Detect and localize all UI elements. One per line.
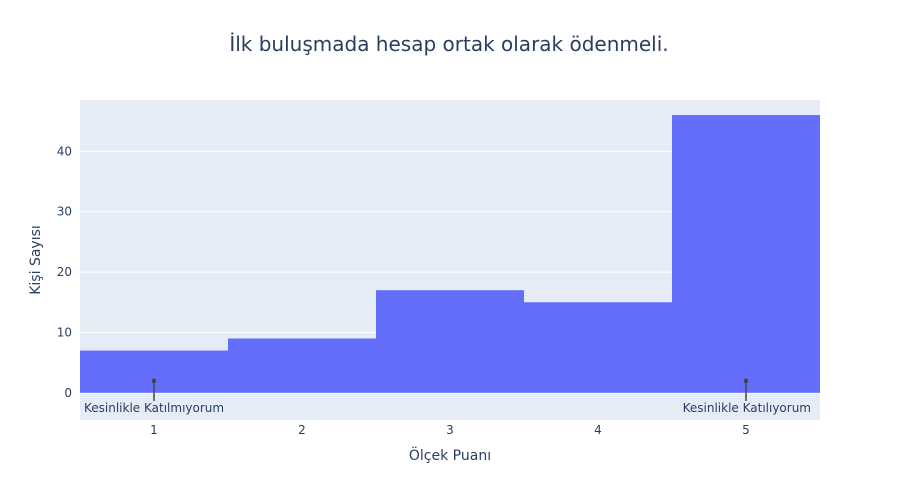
- bars: [80, 115, 820, 393]
- x-tick-label: 4: [594, 423, 602, 437]
- x-tick-label: 3: [446, 423, 454, 437]
- x-tick-label: 2: [298, 423, 306, 437]
- x-tick-label: 5: [742, 423, 750, 437]
- bar: [524, 302, 672, 393]
- bar: [228, 338, 376, 393]
- x-tick-label: 1: [150, 423, 158, 437]
- annotation-text: Kesinlikle Katılıyorum: [683, 401, 811, 415]
- annotation-arrowhead: [744, 378, 748, 383]
- chart-title: İlk buluşmada hesap ortak olarak ödenmel…: [229, 32, 668, 56]
- y-axis-label: Kişi Sayısı: [28, 225, 44, 295]
- x-axis-label: Ölçek Puanı: [409, 446, 491, 464]
- y-tick-label: 20: [57, 265, 72, 279]
- annotations: Kesinlikle Katılmıyorum Kesinlikle Katılı…: [84, 378, 811, 415]
- bar: [672, 115, 820, 393]
- x-tick-labels: 1 2 3 4 5: [150, 423, 750, 437]
- y-tick-labels: 0 10 20 30 40: [57, 144, 72, 400]
- annotation-text: Kesinlikle Katılmıyorum: [84, 401, 224, 415]
- y-tick-label: 0: [64, 386, 72, 400]
- y-tick-label: 30: [57, 205, 72, 219]
- y-tick-label: 10: [57, 325, 72, 339]
- bar: [376, 290, 524, 393]
- y-tick-label: 40: [57, 144, 72, 158]
- annotation-arrowhead: [152, 378, 156, 383]
